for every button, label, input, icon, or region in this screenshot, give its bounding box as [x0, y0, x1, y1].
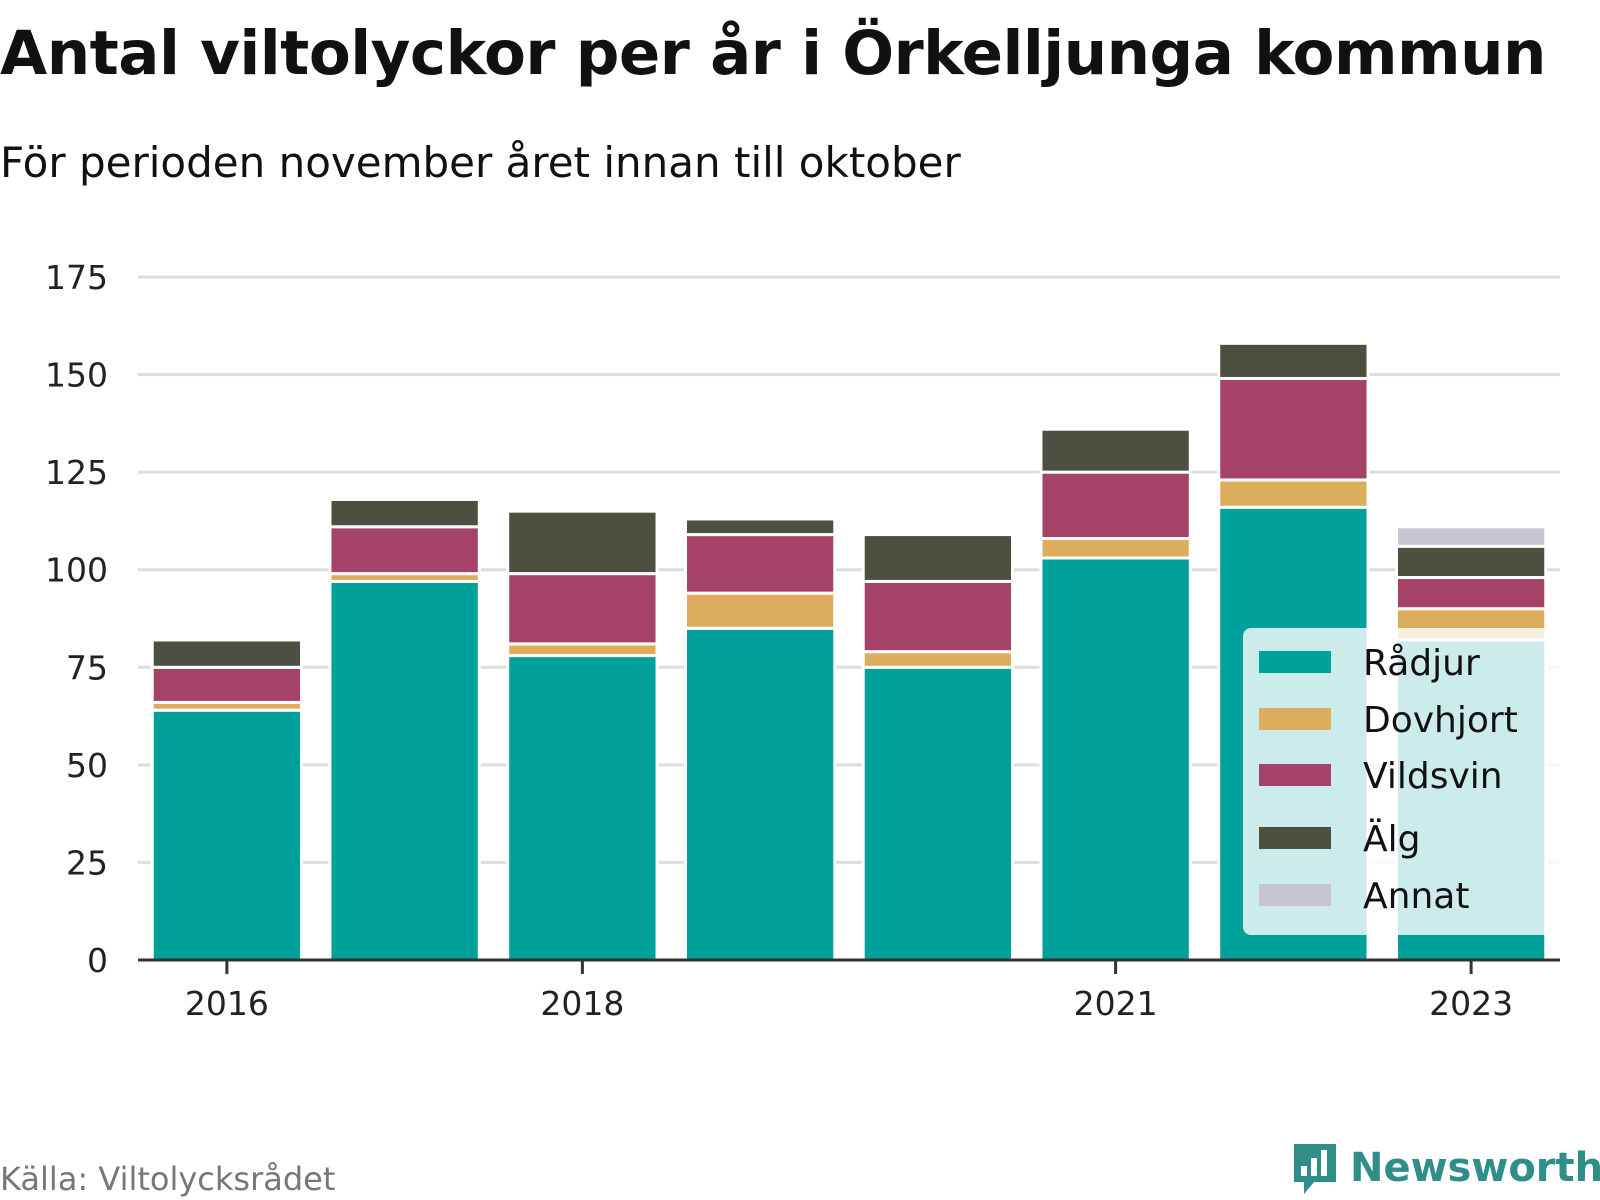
bar-segment-rådjur-2019 [683, 626, 837, 962]
legend-swatch-rådjur [1259, 651, 1331, 673]
legend-swatch-dovhjort [1259, 708, 1331, 730]
bar-segment-dovhjort-2020 [861, 650, 1015, 669]
bar-segment-rådjur-2016 [150, 708, 304, 962]
legend-swatch-älg [1259, 827, 1331, 849]
legend-label-älg: Älg [1363, 818, 1420, 860]
bar-segment-annat-2023 [1394, 525, 1548, 548]
y-tick-label: 50 [66, 746, 108, 785]
bar-segment-dovhjort-2022 [1217, 478, 1370, 509]
x-tick-label: 2016 [185, 984, 269, 1023]
bar-segment-dovhjort-2021 [1039, 536, 1192, 560]
bar-segment-rådjur-2017 [328, 579, 481, 962]
legend-box [1243, 628, 1563, 935]
bar-segment-älg-2018 [506, 509, 659, 576]
bar-segment-älg-2017 [328, 497, 481, 529]
bar-segment-älg-2019 [683, 517, 837, 537]
bar-segment-älg-2020 [861, 533, 1015, 583]
brand-logo: Newsworthy [1290, 1140, 1600, 1196]
bar-segment-vildsvin-2022 [1217, 376, 1370, 482]
bar-segment-vildsvin-2017 [328, 525, 481, 576]
bar-segment-rådjur-2020 [861, 665, 1015, 962]
bar-segment-vildsvin-2021 [1039, 470, 1192, 540]
y-tick-label: 125 [45, 453, 108, 492]
y-axis-ticks: 0 25 50 75 100 125 150 175 [45, 258, 108, 980]
y-tick-label: 100 [45, 551, 108, 590]
bar-segment-älg-2023 [1394, 544, 1548, 580]
bar-segment-rådjur-2021 [1039, 556, 1192, 962]
x-tick-label: 2023 [1429, 984, 1513, 1023]
legend-label-rådjur: Rådjur [1363, 643, 1480, 684]
bar-segment-älg-2021 [1039, 427, 1192, 474]
y-tick-label: 25 [66, 843, 108, 882]
y-tick-label: 175 [45, 258, 108, 297]
legend-swatch-annat [1259, 884, 1331, 906]
bar-segment-vildsvin-2016 [150, 665, 304, 704]
bar-segment-vildsvin-2018 [506, 572, 659, 646]
chart-title: Antal viltolyckor per år i Örkelljunga k… [0, 18, 1546, 89]
legend: Rådjur Dovhjort Vildsvin Älg Annat [1243, 628, 1563, 935]
y-tick-label: 75 [66, 648, 108, 687]
bar-segment-vildsvin-2019 [683, 533, 837, 595]
bar-segment-dovhjort-2019 [683, 591, 837, 630]
bar-segment-dovhjort-2018 [506, 642, 659, 658]
bar-segment-vildsvin-2023 [1394, 576, 1548, 611]
bar-segment-rådjur-2018 [506, 654, 659, 962]
bar-chart-speech-bubble-icon [1294, 1144, 1336, 1194]
x-tick-label: 2021 [1074, 984, 1158, 1023]
bar-segment-älg-2022 [1217, 341, 1370, 380]
source-note: Källa: Viltolycksrådet [0, 1160, 336, 1198]
y-tick-label: 0 [87, 941, 108, 980]
x-axis: 2016 2018 2021 2023 [138, 958, 1560, 1023]
y-tick-label: 150 [45, 356, 108, 395]
legend-label-vildsvin: Vildsvin [1363, 756, 1503, 797]
chart-subtitle: För perioden november året innan till ok… [0, 138, 961, 187]
legend-label-dovhjort: Dovhjort [1363, 700, 1518, 741]
x-tick-label: 2018 [540, 984, 624, 1023]
bar-segment-vildsvin-2020 [861, 579, 1015, 654]
brand-name: Newsworthy [1350, 1145, 1600, 1191]
legend-swatch-vildsvin [1259, 764, 1331, 786]
bar-segment-älg-2016 [150, 638, 304, 669]
legend-label-annat: Annat [1363, 876, 1469, 917]
